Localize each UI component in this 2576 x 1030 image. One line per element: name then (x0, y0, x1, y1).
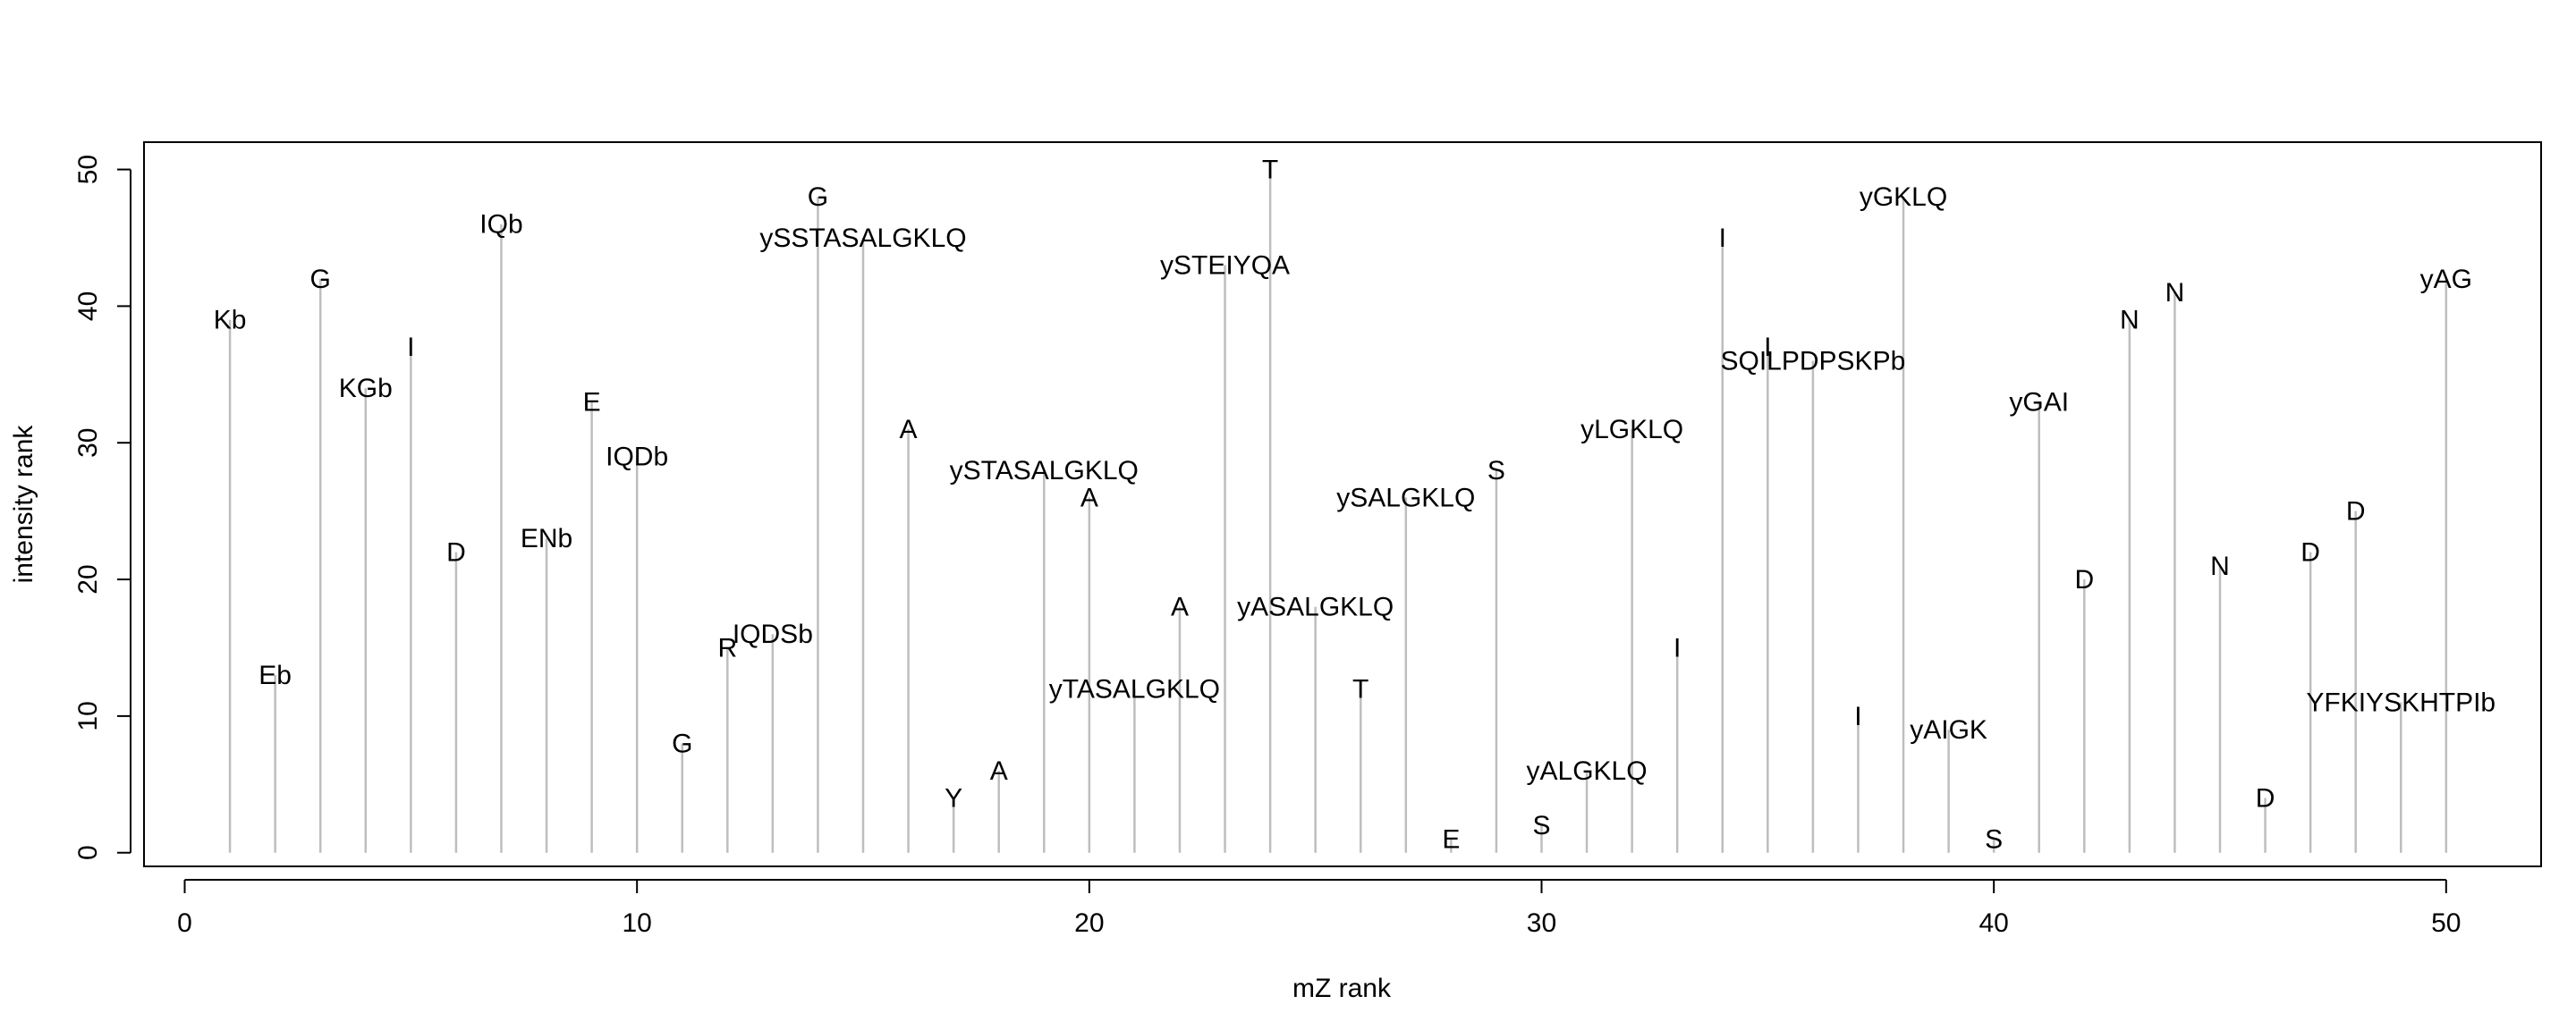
stems-group (228, 169, 2448, 853)
point-label-21: yTASALGKLQ (1049, 674, 1220, 704)
point-label-20: A (1080, 483, 1098, 512)
point-label-17: Y (945, 784, 962, 814)
point-label-50: yAG (2420, 265, 2472, 294)
x-axis: 0 10 20 30 40 50 (177, 879, 2461, 938)
point-label-25: yASALGKLQ (1237, 593, 1394, 622)
point-label-44: N (2165, 278, 2185, 308)
point-labels-group: KbEbGKGbIDIQbENbEIQDbGRIQDSbGySSTASALGKL… (214, 156, 2496, 855)
y-tick-label-30: 30 (73, 428, 103, 458)
point-label-1: Kb (214, 306, 247, 335)
y-tick-label-20: 20 (73, 564, 103, 594)
point-label-33: I (1674, 633, 1681, 663)
point-label-23: ySTEIYQA (1160, 251, 1290, 281)
point-label-42: D (2074, 565, 2094, 595)
point-label-18: A (990, 756, 1008, 786)
point-label-14: G (808, 182, 828, 212)
point-label-5: I (407, 333, 414, 362)
point-label-39: yAIGK (1910, 715, 1987, 745)
x-tick-label-50: 50 (2431, 908, 2461, 938)
point-label-35: I (1764, 333, 1771, 362)
point-label-41: yGAI (2009, 387, 2069, 417)
point-label-10: IQDb (606, 443, 668, 472)
point-label-49: YFKIYSKHTPIb (2306, 688, 2496, 718)
point-label-26: T (1352, 674, 1368, 704)
point-label-13: IQDSb (733, 620, 813, 649)
point-label-24: T (1262, 156, 1278, 185)
point-label-6: D (446, 537, 466, 567)
point-label-45: N (2210, 552, 2230, 581)
point-label-48: D (2346, 497, 2366, 527)
x-tick-label-10: 10 (622, 908, 651, 938)
point-label-46: D (2256, 784, 2275, 814)
point-label-38: yGKLQ (1860, 182, 1947, 212)
point-label-2: Eb (258, 661, 292, 690)
y-tick-label-10: 10 (73, 701, 103, 730)
point-label-34: I (1719, 224, 1726, 253)
point-label-19: ySTASALGKLQ (950, 456, 1139, 485)
point-label-12: R (717, 633, 737, 663)
point-label-29: S (1487, 456, 1505, 485)
point-label-27: ySALGKLQ (1336, 483, 1475, 512)
point-label-8: ENb (521, 524, 572, 553)
point-label-40: S (1985, 824, 2003, 854)
point-label-32: yLGKLQ (1580, 415, 1683, 444)
x-tick-label-20: 20 (1074, 908, 1104, 938)
y-tick-label-50: 50 (73, 155, 103, 184)
x-axis-label: mZ rank (1292, 974, 1392, 1003)
point-label-43: N (2120, 306, 2140, 335)
y-tick-label-0: 0 (73, 845, 103, 860)
point-label-22: A (1171, 593, 1189, 622)
x-tick-label-30: 30 (1527, 908, 1556, 938)
point-label-36: SQILPDPSKPb (1721, 347, 1906, 376)
point-label-9: E (583, 387, 601, 417)
point-label-28: E (1442, 824, 1460, 854)
x-tick-label-40: 40 (1979, 908, 2008, 938)
y-tick-label-40: 40 (73, 291, 103, 321)
point-label-30: S (1532, 811, 1550, 840)
point-label-7: IQb (479, 210, 522, 240)
point-label-11: G (672, 729, 692, 758)
point-label-4: KGb (339, 374, 393, 403)
point-label-31: yALGKLQ (1527, 756, 1648, 786)
y-axis: 0 10 20 30 40 50 (73, 155, 131, 860)
point-label-3: G (310, 265, 331, 294)
point-label-15: ySSTASALGKLQ (759, 224, 966, 253)
point-label-47: D (2301, 537, 2320, 567)
y-axis-label: intensity rank (9, 425, 38, 584)
point-label-37: I (1854, 702, 1861, 731)
point-label-16: A (900, 415, 918, 444)
plot-frame (143, 141, 2542, 867)
x-tick-label-0: 0 (177, 908, 192, 938)
